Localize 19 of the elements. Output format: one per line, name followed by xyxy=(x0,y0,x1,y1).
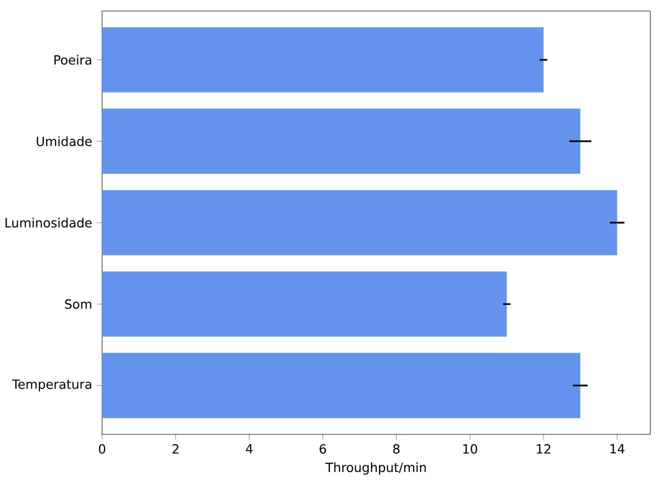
x-tick-label: 6 xyxy=(320,444,326,454)
x-tick-label: 2 xyxy=(172,444,178,454)
x-axis-title: Throughput/min xyxy=(325,462,426,475)
y-tick-label: Umidade xyxy=(36,136,92,146)
y-tick-label: Temperatura xyxy=(12,380,92,392)
bar xyxy=(102,352,580,418)
bar xyxy=(102,271,507,337)
x-tick-label: 8 xyxy=(393,444,400,454)
x-tick-label: 0 xyxy=(98,444,106,454)
y-tick-label: Luminosidade xyxy=(6,218,92,228)
y-tick-label: Som xyxy=(65,299,92,309)
x-tick-label: 4 xyxy=(246,444,253,454)
y-tick-label: Poeira xyxy=(54,54,92,65)
bar xyxy=(102,108,580,174)
x-tick-label: 10 xyxy=(463,444,478,454)
x-tick-label: 12 xyxy=(536,444,550,454)
x-tick-label: 14 xyxy=(610,444,624,454)
bar xyxy=(102,190,618,256)
bar xyxy=(102,27,544,92)
